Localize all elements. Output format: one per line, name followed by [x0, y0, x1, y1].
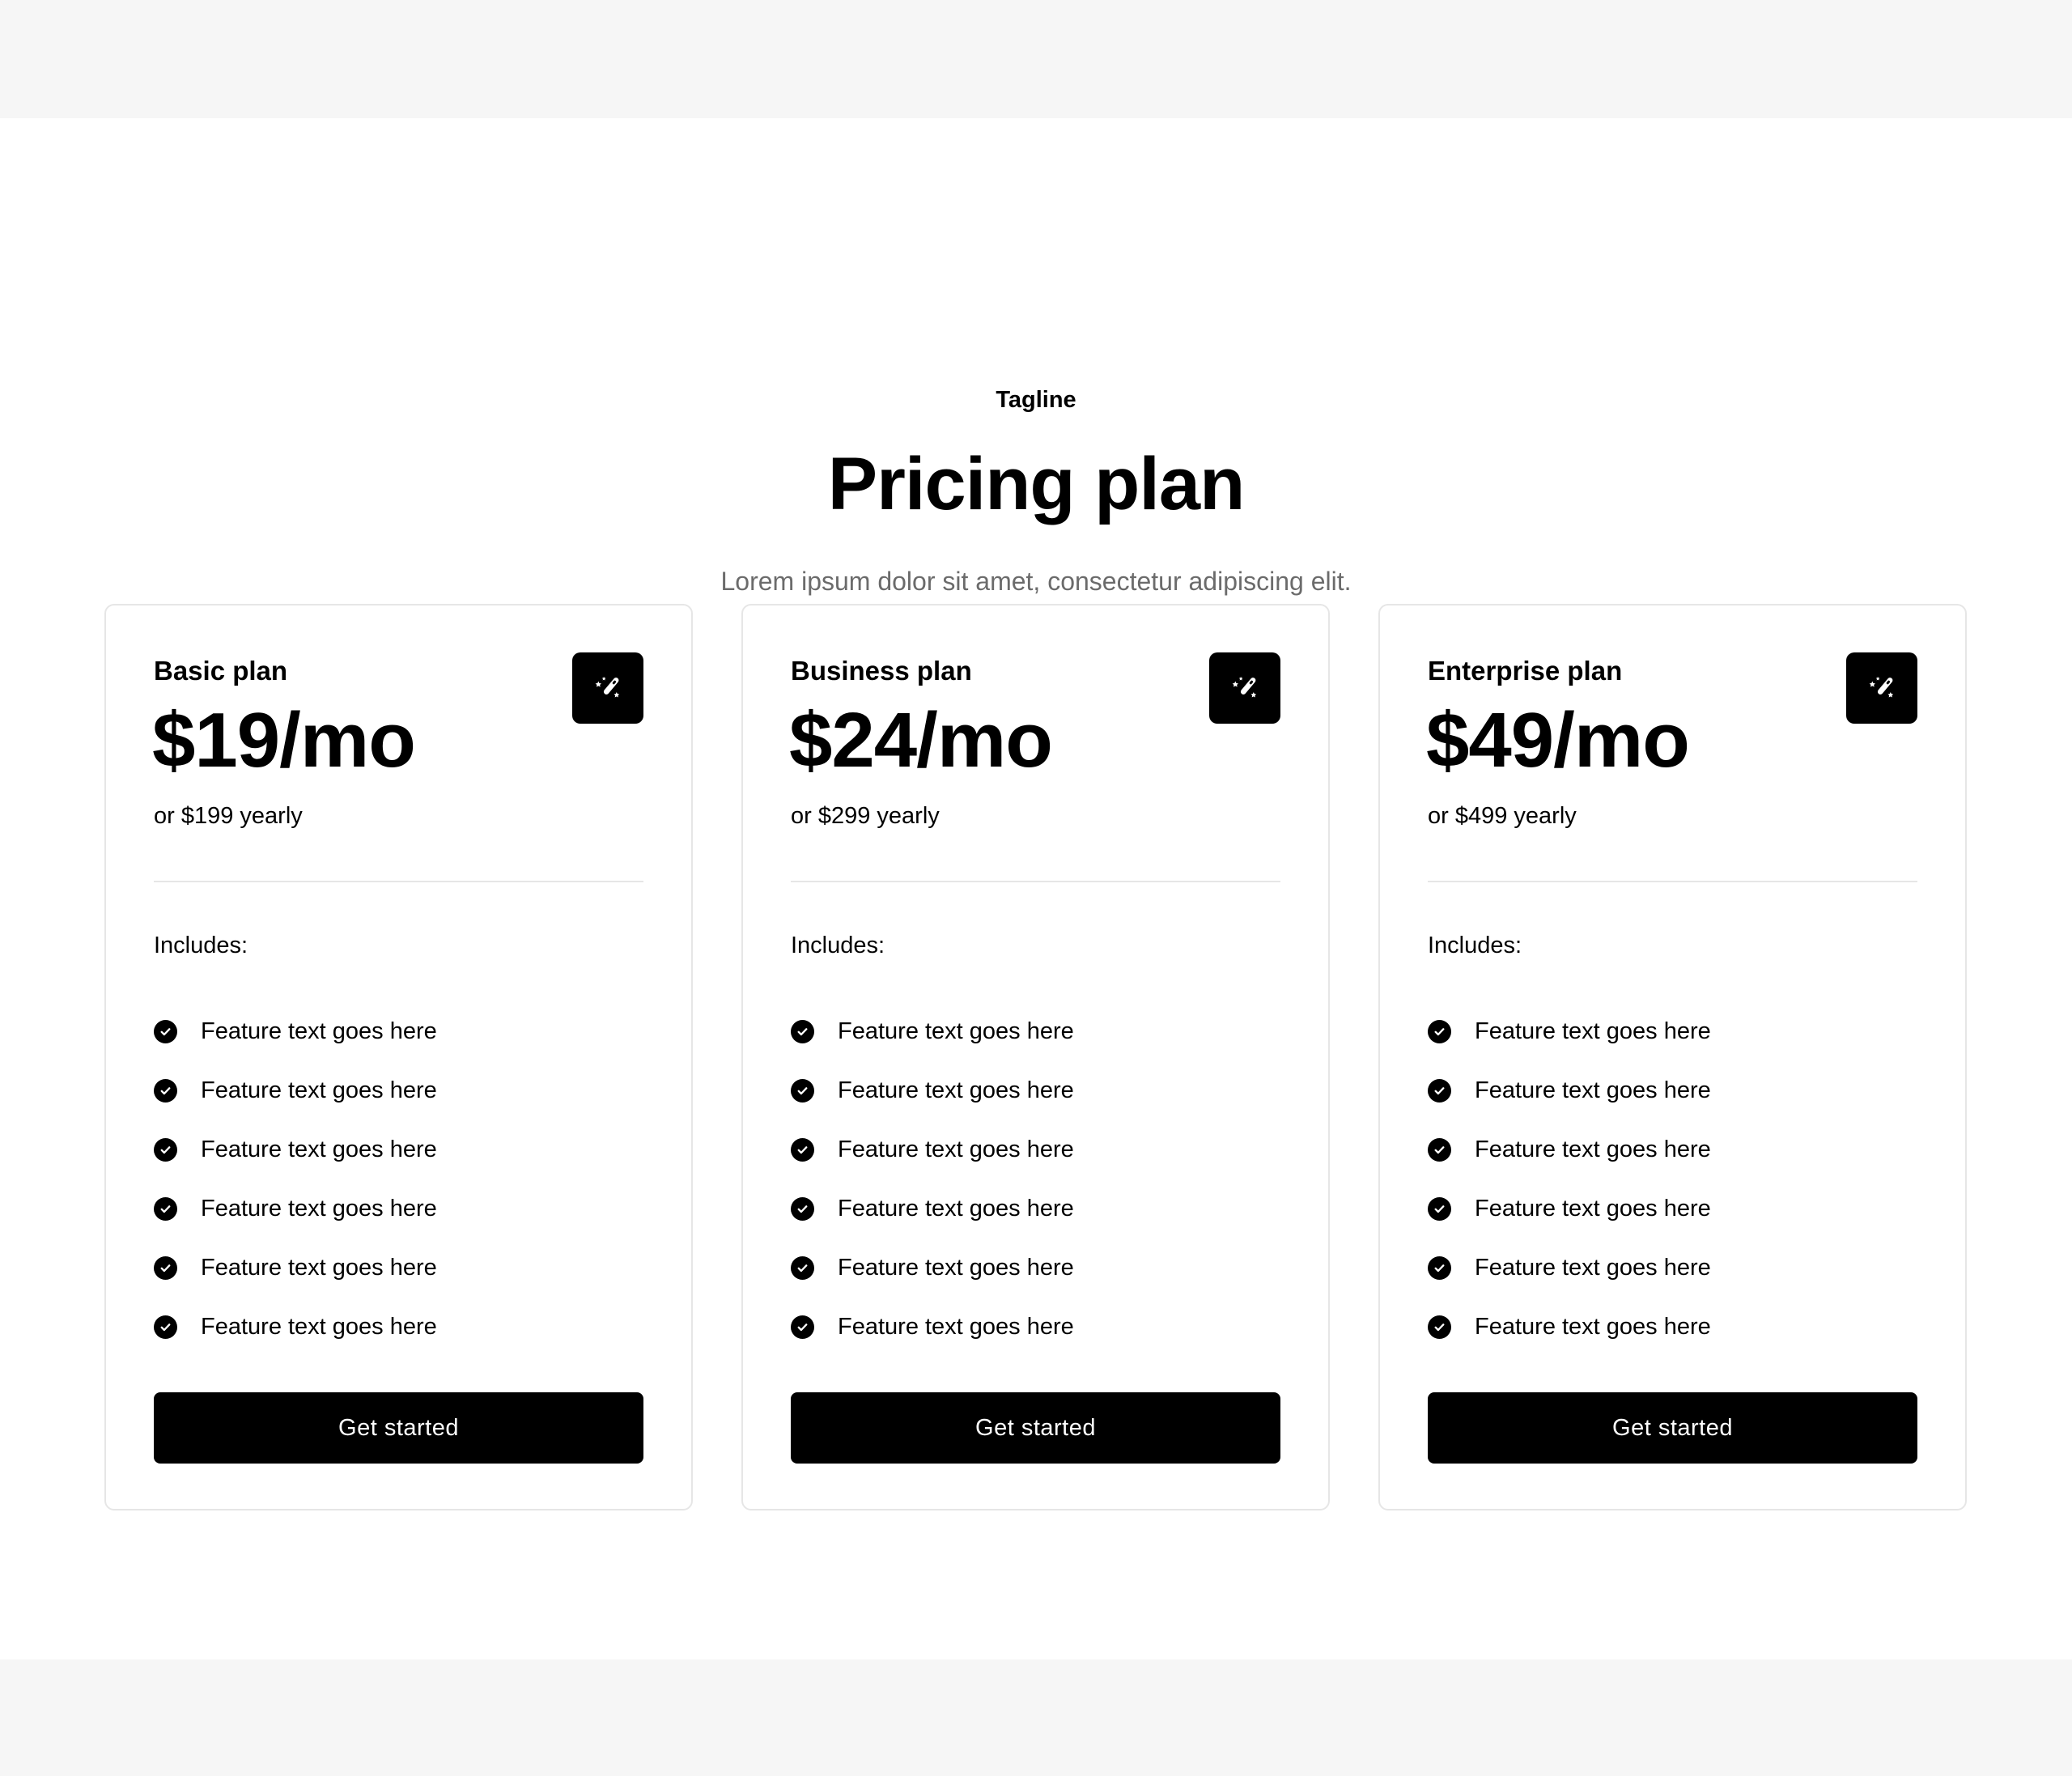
check-circle-icon — [791, 1256, 814, 1280]
feature-item: Feature text goes here — [154, 1179, 437, 1239]
check-circle-icon — [1428, 1020, 1451, 1043]
plan-name: Enterprise plan — [1428, 656, 1623, 686]
pricing-card: Business plan $24/mo or $299 yearly Incl… — [741, 604, 1330, 1510]
feature-text: Feature text goes here — [1475, 1137, 1711, 1162]
feature-text: Feature text goes here — [838, 1077, 1074, 1103]
check-circle-icon — [791, 1138, 814, 1162]
plan-name: Business plan — [791, 656, 972, 686]
check-circle-icon — [791, 1020, 814, 1043]
divider — [154, 881, 643, 882]
page-title: Pricing plan — [827, 443, 1246, 525]
feature-text: Feature text goes here — [838, 1255, 1074, 1281]
check-circle-icon — [154, 1315, 177, 1339]
feature-list: Feature text goes here Feature text goes … — [1428, 1002, 1711, 1357]
plan-price: $49/mo — [1426, 697, 1690, 784]
plan-yearly-price: or $299 yearly — [791, 803, 940, 829]
check-circle-icon — [791, 1315, 814, 1339]
check-circle-icon — [154, 1138, 177, 1162]
get-started-button[interactable]: Get started — [1428, 1392, 1917, 1464]
feature-item: Feature text goes here — [1428, 1239, 1711, 1298]
feature-text: Feature text goes here — [201, 1077, 437, 1103]
feature-text: Feature text goes here — [1475, 1255, 1711, 1281]
feature-item: Feature text goes here — [154, 1298, 437, 1357]
feature-item: Feature text goes here — [1428, 1298, 1711, 1357]
check-circle-icon — [1428, 1315, 1451, 1339]
feature-text: Feature text goes here — [838, 1137, 1074, 1162]
includes-label: Includes: — [154, 933, 248, 958]
includes-label: Includes: — [1428, 933, 1522, 958]
magic-wand-icon — [572, 652, 643, 724]
feature-item: Feature text goes here — [1428, 1179, 1711, 1239]
feature-item: Feature text goes here — [154, 1120, 437, 1179]
check-circle-icon — [154, 1256, 177, 1280]
feature-text: Feature text goes here — [838, 1018, 1074, 1044]
check-circle-icon — [154, 1079, 177, 1103]
feature-item: Feature text goes here — [154, 1239, 437, 1298]
divider — [791, 881, 1280, 882]
feature-item: Feature text goes here — [1428, 1120, 1711, 1179]
check-circle-icon — [154, 1197, 177, 1221]
check-circle-icon — [791, 1079, 814, 1103]
check-circle-icon — [791, 1197, 814, 1221]
feature-item: Feature text goes here — [791, 1298, 1074, 1357]
feature-text: Feature text goes here — [201, 1314, 437, 1340]
feature-text: Feature text goes here — [838, 1314, 1074, 1340]
pricing-card: Basic plan $19/mo or $199 yearly Include… — [104, 604, 693, 1510]
feature-item: Feature text goes here — [791, 1120, 1074, 1179]
feature-item: Feature text goes here — [791, 1061, 1074, 1120]
feature-item: Feature text goes here — [1428, 1002, 1711, 1061]
subtitle: Lorem ipsum dolor sit amet, consectetur … — [720, 567, 1352, 596]
feature-item: Feature text goes here — [791, 1239, 1074, 1298]
get-started-button[interactable]: Get started — [791, 1392, 1280, 1464]
tagline: Tagline — [996, 387, 1076, 413]
feature-text: Feature text goes here — [201, 1137, 437, 1162]
feature-item: Feature text goes here — [791, 1002, 1074, 1061]
feature-text: Feature text goes here — [201, 1196, 437, 1222]
feature-item: Feature text goes here — [1428, 1061, 1711, 1120]
feature-text: Feature text goes here — [1475, 1314, 1711, 1340]
magic-wand-icon — [1846, 652, 1917, 724]
feature-item: Feature text goes here — [791, 1179, 1074, 1239]
check-circle-icon — [1428, 1197, 1451, 1221]
includes-label: Includes: — [791, 933, 885, 958]
feature-text: Feature text goes here — [1475, 1077, 1711, 1103]
feature-text: Feature text goes here — [201, 1255, 437, 1281]
feature-text: Feature text goes here — [1475, 1196, 1711, 1222]
feature-list: Feature text goes here Feature text goes … — [791, 1002, 1074, 1357]
plan-yearly-price: or $199 yearly — [154, 803, 303, 829]
check-circle-icon — [1428, 1256, 1451, 1280]
magic-wand-icon — [1209, 652, 1280, 724]
plan-price: $24/mo — [789, 697, 1053, 784]
feature-text: Feature text goes here — [1475, 1018, 1711, 1044]
feature-item: Feature text goes here — [154, 1002, 437, 1061]
feature-item: Feature text goes here — [154, 1061, 437, 1120]
feature-text: Feature text goes here — [838, 1196, 1074, 1222]
get-started-button[interactable]: Get started — [154, 1392, 643, 1464]
pricing-card: Enterprise plan $49/mo or $499 yearly In… — [1378, 604, 1967, 1510]
feature-list: Feature text goes here Feature text goes … — [154, 1002, 437, 1357]
pricing-section: Tagline Pricing plan Lorem ipsum dolor s… — [0, 118, 2072, 1659]
feature-text: Feature text goes here — [201, 1018, 437, 1044]
divider — [1428, 881, 1917, 882]
check-circle-icon — [1428, 1138, 1451, 1162]
check-circle-icon — [154, 1020, 177, 1043]
check-circle-icon — [1428, 1079, 1451, 1103]
plan-price: $19/mo — [152, 697, 416, 784]
plan-name: Basic plan — [154, 656, 288, 686]
plan-yearly-price: or $499 yearly — [1428, 803, 1577, 829]
